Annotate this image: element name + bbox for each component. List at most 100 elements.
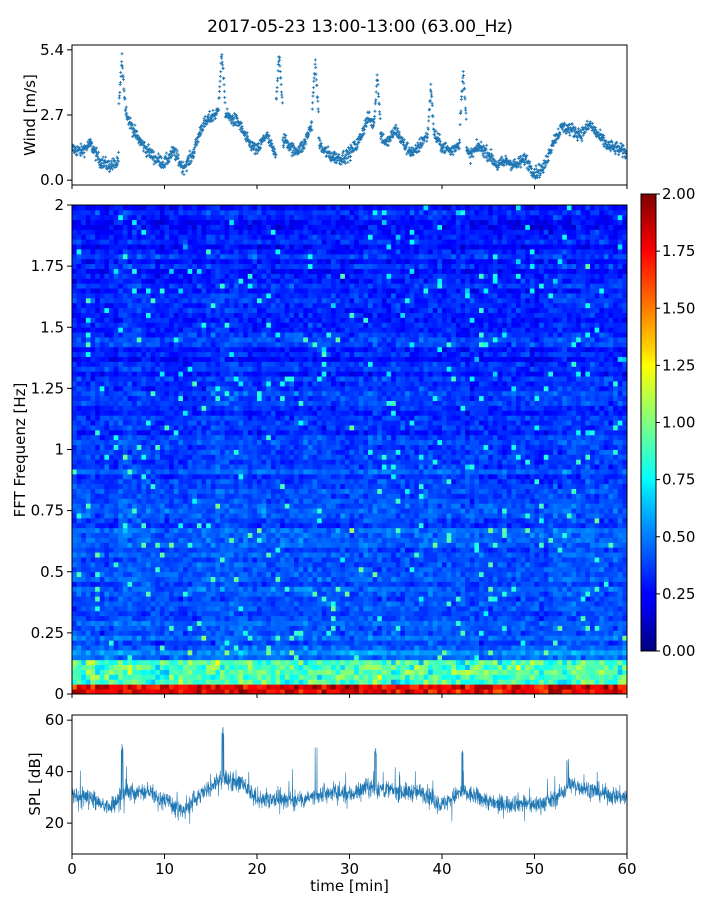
spectrogram-cell [363, 669, 369, 675]
spectrogram-cell [335, 610, 341, 617]
spectrogram-cell [442, 679, 448, 685]
spectrogram-cell [557, 581, 563, 587]
spectrogram-cell [159, 674, 165, 680]
spectrogram-cell [432, 576, 438, 582]
spectrogram-cell [539, 591, 545, 597]
spectrogram-cell [224, 645, 230, 651]
wind-point [108, 170, 112, 174]
spectrogram-cell [534, 601, 540, 607]
spectrogram-cell [321, 610, 327, 617]
spectrogram-cell [127, 571, 133, 578]
spectrogram-cell [553, 674, 559, 680]
spectrogram-cell [483, 625, 489, 631]
spectrogram-cell [525, 669, 531, 675]
spectrogram-cell [303, 640, 309, 646]
spectrogram-cell [603, 669, 609, 675]
spectrogram-cell [76, 630, 82, 636]
spectrogram-cell [548, 610, 554, 617]
spectrogram-cell [122, 581, 128, 587]
spectrogram-cell [377, 679, 383, 685]
spectrogram-cell [594, 610, 600, 617]
spectrogram-cell [303, 630, 309, 636]
spectrogram-cell [553, 620, 559, 626]
spectrogram-cell [358, 674, 364, 680]
spectrogram-cell [109, 625, 115, 631]
spectrogram-cell [529, 576, 535, 582]
spectrogram-cell [460, 615, 466, 622]
spectrogram-cell [164, 669, 170, 675]
spectrogram-cell [492, 566, 498, 573]
spectrogram-cell [525, 684, 531, 690]
spectrogram-cell [492, 645, 498, 651]
spectrogram-cell [594, 571, 600, 578]
spectrogram-cell [183, 576, 189, 582]
wind-point [313, 62, 317, 66]
spectrogram-cell [99, 674, 105, 680]
spectrogram-cell [613, 620, 619, 626]
spectrogram-cell [224, 640, 230, 646]
wind-point [580, 139, 584, 143]
spectrogram-cell [617, 674, 623, 680]
spectrogram-cell [400, 664, 406, 670]
spectrogram-cell [243, 649, 249, 656]
spectrogram-cell [146, 591, 152, 597]
spectrogram-cell [178, 610, 184, 617]
spectrogram-cell [400, 679, 406, 685]
spectrogram-cell [72, 615, 78, 622]
spectrogram-cell [331, 654, 337, 661]
spectrogram-cell [590, 620, 596, 626]
spectrogram-cell [423, 684, 429, 690]
wind-point [280, 101, 284, 105]
spectrogram-cell [502, 605, 508, 612]
spectrogram-cell [141, 596, 147, 602]
spectrogram-cell [483, 586, 489, 592]
spectrogram-cell [257, 605, 263, 612]
wind-point [218, 85, 222, 89]
spectrogram-cell [178, 640, 184, 646]
spectrogram-cell [229, 586, 235, 592]
spectrogram-cell [594, 684, 600, 690]
spectrogram-cell [608, 576, 614, 582]
spectrogram-cell [516, 596, 522, 602]
spectrogram-cell [529, 601, 535, 607]
spectrogram-cell [229, 615, 235, 622]
spectrogram-cell [497, 601, 503, 607]
spectrogram-cell [534, 630, 540, 636]
spectrogram-cell [479, 635, 485, 641]
spectrogram-cell [585, 645, 591, 651]
spectrogram-cell [85, 640, 91, 646]
spectrogram-cell [201, 649, 207, 656]
spectrogram-cell [437, 640, 443, 646]
spectrogram-cell [233, 659, 239, 666]
spectrogram-cell [576, 586, 582, 592]
spectrogram-cell [243, 674, 249, 680]
spectrogram-cell [201, 561, 207, 568]
spectrogram-cell [192, 664, 198, 670]
spectrogram-cell [266, 659, 272, 666]
spectrogram-cell [363, 674, 369, 680]
spectrogram-cell [215, 610, 221, 617]
spectrogram-cell [525, 610, 531, 617]
spectrogram-cell [368, 581, 374, 587]
spectrogram-cell [465, 601, 471, 607]
spectrogram-cell [534, 649, 540, 656]
spectrogram-cell [460, 571, 466, 578]
spectrogram-cell [210, 640, 216, 646]
spectrogram-cell [613, 679, 619, 685]
spectrogram-cell [409, 645, 415, 651]
spectrogram-cell [72, 566, 78, 573]
spectrogram-cell [557, 669, 563, 675]
spectrogram-cell [326, 581, 332, 587]
spectrogram-cell [372, 620, 378, 626]
spectrogram-cell [437, 645, 443, 651]
spectrogram-cell [220, 625, 226, 631]
spectrogram-cell [368, 586, 374, 592]
spectrogram-cell [386, 571, 392, 578]
wind-point [428, 107, 432, 111]
spectrogram-cell [446, 669, 452, 675]
spectrogram-cell [543, 635, 549, 641]
spectrogram-cell [317, 601, 323, 607]
spectrogram-cell [187, 679, 193, 685]
spectrogram-cell [95, 625, 101, 631]
spectrogram-cell [372, 576, 378, 582]
